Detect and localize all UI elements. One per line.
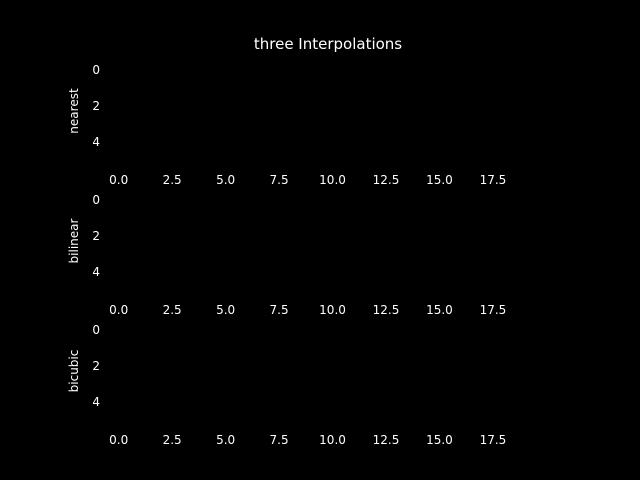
subplot-nearest: 0.0 2.5 5.0 7.5 10.0 12.5 15.0 17.5 0 2 4 nearest (67, 63, 525, 187)
y-tick-label: 2 (92, 99, 100, 113)
x-tick-label: 7.5 (270, 173, 289, 187)
subplots: 0.0 2.5 5.0 7.5 10.0 12.5 15.0 17.5024nearest0.… (67, 63, 525, 447)
y-tick-label: 0 (92, 193, 100, 207)
y-tick-label: 4 (92, 265, 100, 279)
y-axis-label: nearest (67, 88, 81, 134)
x-tick-label: 17.5 (480, 303, 507, 317)
x-tick-label: 0.0 (109, 173, 128, 187)
x-tick-label: 15.0 (426, 303, 453, 317)
x-tick-label: 5.0 (216, 303, 235, 317)
x-tick-label: 2.5 (163, 303, 182, 317)
x-tick-label: 10.0 (319, 303, 346, 317)
chart-title: three Interpolations (254, 35, 402, 53)
y-tick-label: 0 (92, 323, 100, 337)
x-tick-label: 17.5 (480, 173, 507, 187)
x-tick-label: 12.5 (373, 303, 400, 317)
x-tick-label: 7.5 (270, 433, 289, 447)
subplot-bicubic: 0.0 2.5 5.0 7.5 10.0 12.5 15.0 17.5 0 2 4 bicubic (67, 323, 525, 447)
x-tick-label: 7.5 (270, 303, 289, 317)
x-tick-label: 12.5 (373, 433, 400, 447)
y-tick-label: 0 (92, 63, 100, 77)
x-tick-label: 5.0 (216, 173, 235, 187)
x-tick-label: 0.0 (109, 303, 128, 317)
y-axis-label: bilinear (67, 218, 81, 263)
x-tick-label: 12.5 (373, 173, 400, 187)
y-tick-label: 2 (92, 359, 100, 373)
x-tick-label: 17.5 (480, 433, 507, 447)
subplot-bilinear: 0.0 2.5 5.0 7.5 10.0 12.5 15.0 17.5 0 2 4 bilinear (67, 193, 525, 317)
x-tick-label: 15.0 (426, 433, 453, 447)
axes-area (108, 70, 525, 160)
y-tick-label: 2 (92, 229, 100, 243)
y-tick-label: 4 (92, 135, 100, 149)
y-axis-label: bicubic (67, 350, 81, 393)
axes-area (108, 200, 525, 290)
axes-area (108, 330, 525, 420)
x-tick-label: 5.0 (216, 433, 235, 447)
x-tick-label: 2.5 (163, 433, 182, 447)
x-tick-label: 2.5 (163, 173, 182, 187)
y-tick-label: 4 (92, 395, 100, 409)
x-tick-label: 0.0 (109, 433, 128, 447)
x-tick-label: 15.0 (426, 173, 453, 187)
x-tick-label: 10.0 (319, 433, 346, 447)
x-tick-label: 10.0 (319, 173, 346, 187)
